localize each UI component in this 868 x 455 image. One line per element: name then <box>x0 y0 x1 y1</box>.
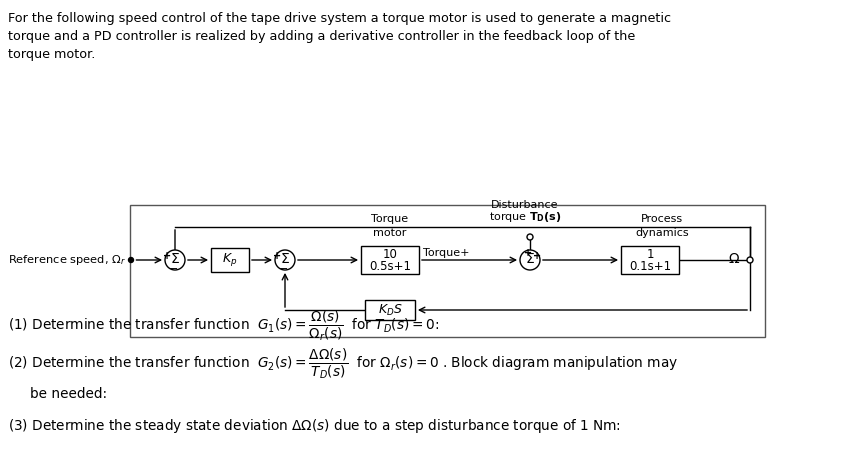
Text: $\Omega$: $\Omega$ <box>728 252 740 266</box>
Text: $K_p$: $K_p$ <box>222 252 238 268</box>
Text: +: + <box>533 251 541 261</box>
Text: 0.5s+1: 0.5s+1 <box>369 260 411 273</box>
Circle shape <box>527 234 533 240</box>
Circle shape <box>128 258 134 263</box>
Text: Disturbance: Disturbance <box>491 200 559 210</box>
Text: $K_D S$: $K_D S$ <box>378 303 403 318</box>
Text: $-$: $-$ <box>168 262 178 272</box>
Text: Process
dynamics: Process dynamics <box>635 214 689 238</box>
FancyBboxPatch shape <box>365 300 415 320</box>
Circle shape <box>275 250 295 270</box>
Text: 1: 1 <box>647 248 654 262</box>
Text: (3) Determine the steady state deviation $\Delta\Omega(s)$ due to a step disturb: (3) Determine the steady state deviation… <box>8 417 621 435</box>
Text: be needed:: be needed: <box>30 387 107 401</box>
Text: Torque+: Torque+ <box>423 248 470 258</box>
Text: (2) Determine the transfer function  $G_2(s) = \dfrac{\Delta\Omega(s)}{T_D(s)}$ : (2) Determine the transfer function $G_2… <box>8 346 678 381</box>
FancyBboxPatch shape <box>211 248 249 272</box>
Circle shape <box>520 250 540 270</box>
Text: $\Sigma$: $\Sigma$ <box>525 252 535 266</box>
Text: torque $\mathbf{T_D(s)}$: torque $\mathbf{T_D(s)}$ <box>489 210 562 224</box>
Text: (1) Determine the transfer function  $G_1(s) = \dfrac{\Omega(s)}{\Omega_r(s)}$  : (1) Determine the transfer function $G_1… <box>8 308 439 343</box>
Text: +: + <box>524 248 532 258</box>
Text: $\Sigma$: $\Sigma$ <box>280 252 290 266</box>
Text: torque and a PD controller is realized by adding a derivative controller in the : torque and a PD controller is realized b… <box>8 30 635 43</box>
Text: 0.1s+1: 0.1s+1 <box>629 260 671 273</box>
Text: +: + <box>163 251 171 261</box>
Text: 10: 10 <box>383 248 398 262</box>
Circle shape <box>165 250 185 270</box>
Text: $-$: $-$ <box>278 262 288 272</box>
FancyBboxPatch shape <box>621 246 679 274</box>
Text: torque motor.: torque motor. <box>8 48 95 61</box>
Text: +: + <box>273 251 281 261</box>
FancyBboxPatch shape <box>361 246 419 274</box>
Text: Reference speed, $\Omega_r$: Reference speed, $\Omega_r$ <box>8 253 126 267</box>
Text: For the following speed control of the tape drive system a torque motor is used : For the following speed control of the t… <box>8 12 671 25</box>
Text: Torque
motor: Torque motor <box>372 214 409 238</box>
Circle shape <box>747 257 753 263</box>
Text: $\Sigma$: $\Sigma$ <box>170 252 180 266</box>
